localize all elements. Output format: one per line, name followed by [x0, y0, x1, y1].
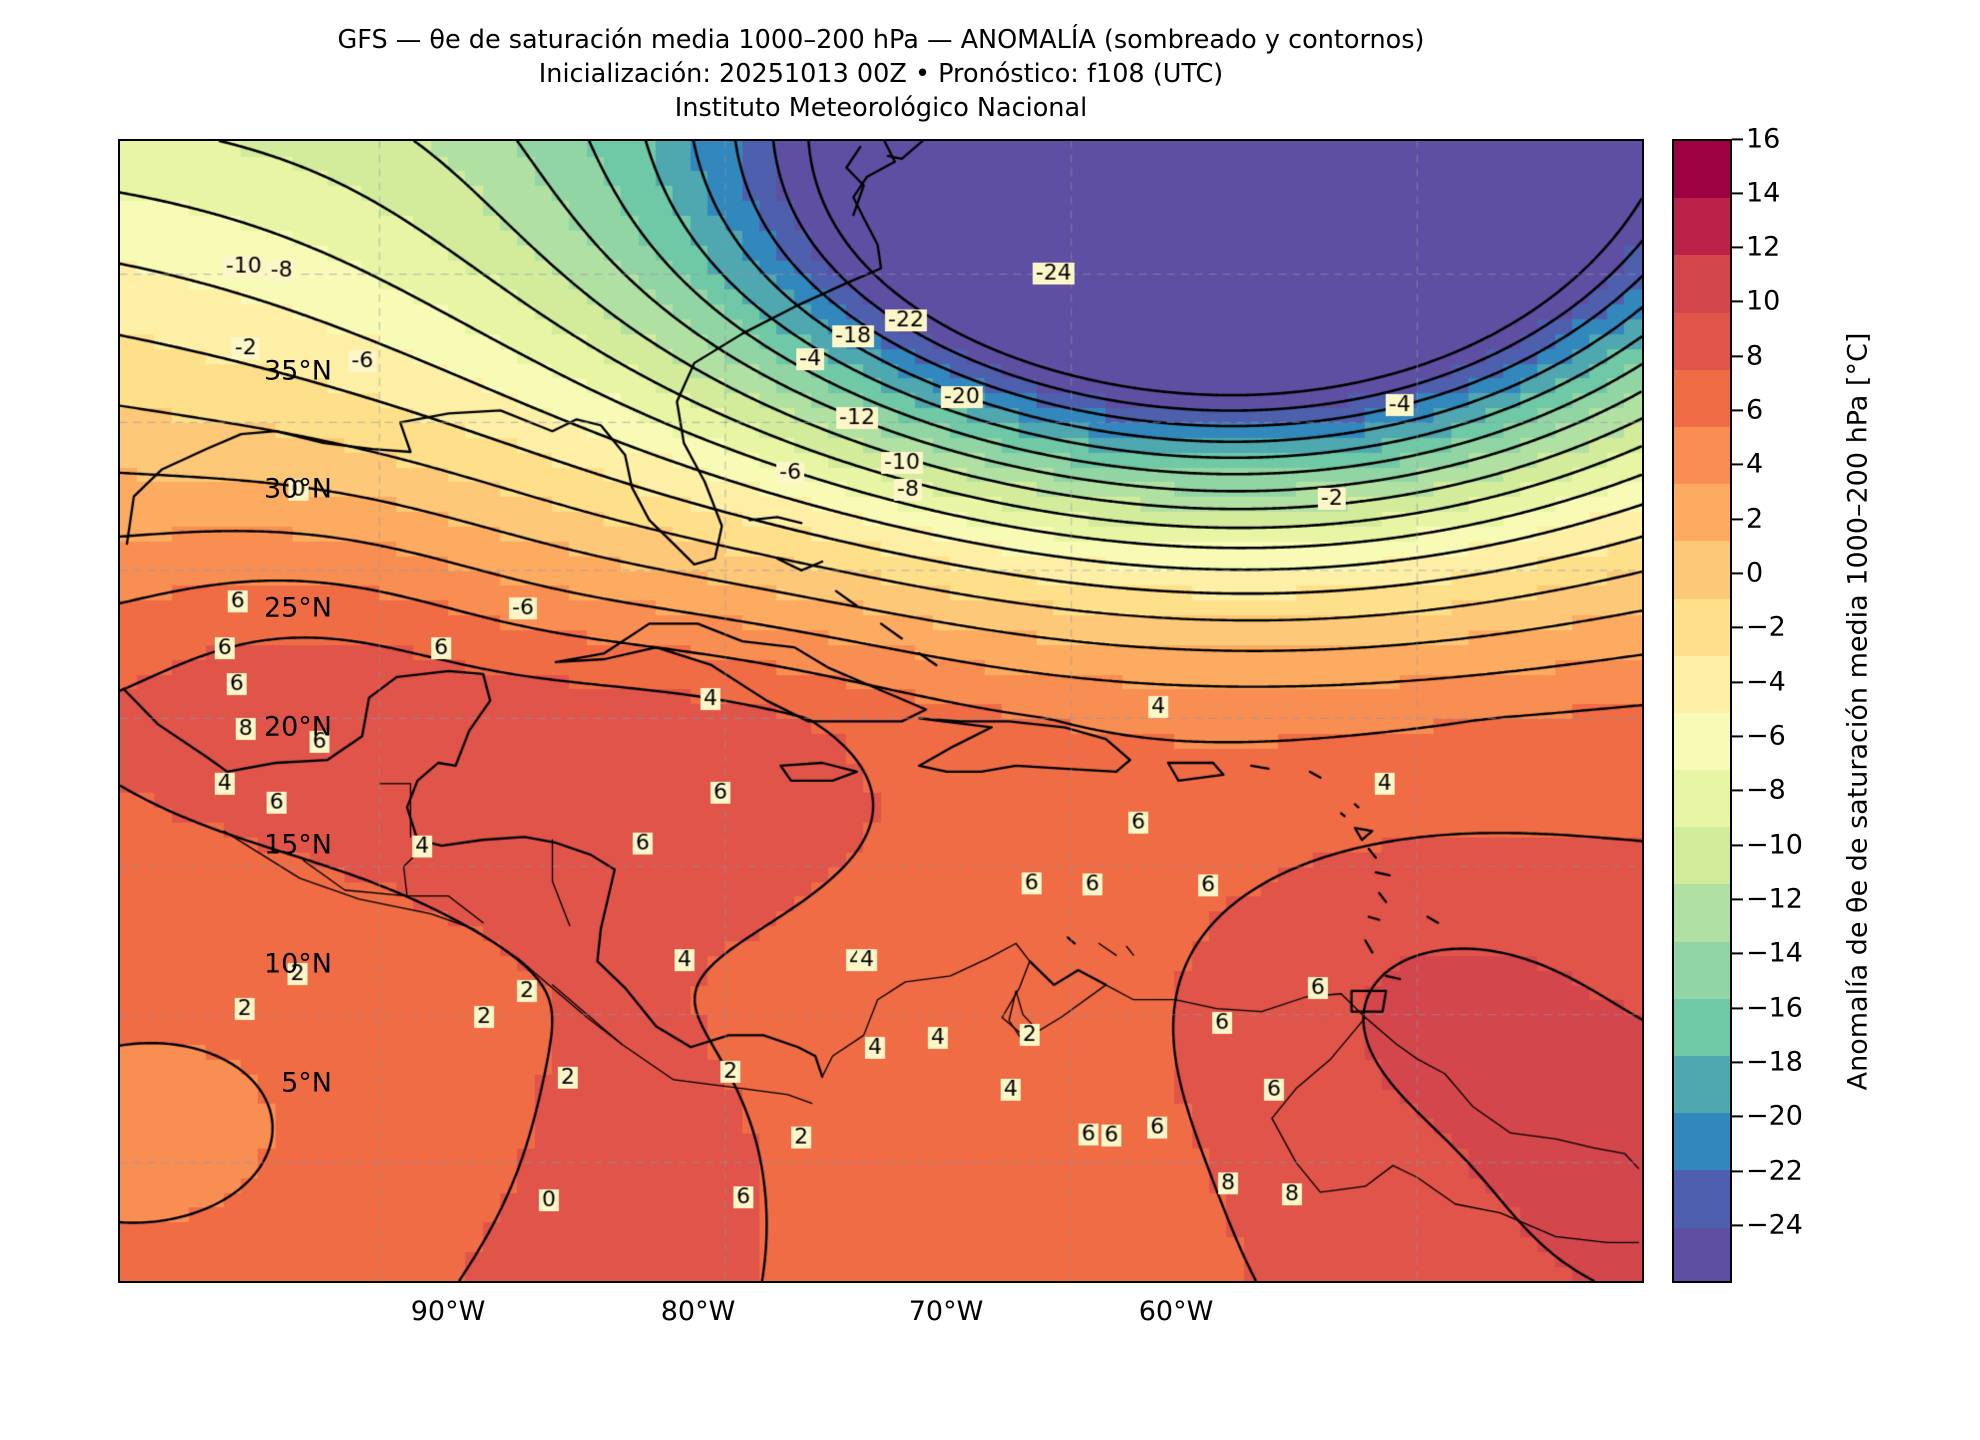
- longitude-tick-label: 90°W: [410, 1296, 486, 1327]
- latitude-tick-label: 15°N: [263, 829, 332, 861]
- latitude-tick-label: 30°N: [263, 473, 332, 505]
- longitude-tick-label: 60°W: [1138, 1296, 1214, 1327]
- map-plot-area: [118, 139, 1644, 1283]
- colorbar-tick-label: 8: [1732, 341, 1763, 372]
- anomaly-heatmap-canvas: [120, 141, 1642, 1281]
- longitude-tick-label: 80°W: [660, 1296, 736, 1327]
- longitude-tick-label: 70°W: [908, 1296, 984, 1327]
- colorbar-swatch: [1674, 1170, 1730, 1228]
- colorbar-swatch: [1674, 141, 1730, 199]
- colorbar-swatch: [1674, 941, 1730, 999]
- latitude-tick-label: 35°N: [263, 355, 332, 387]
- colorbar-axis-label: Anomalía de θe de saturación media 1000–…: [1838, 139, 1878, 1283]
- colorbar-tick-label: 12: [1732, 232, 1780, 263]
- colorbar-tick-label: −6: [1732, 721, 1786, 752]
- colorbar-tick-label: −20: [1732, 1101, 1803, 1132]
- colorbar-swatch: [1674, 827, 1730, 885]
- colorbar-tick-label: 4: [1732, 449, 1763, 480]
- colorbar-tick-label: −14: [1732, 938, 1803, 969]
- colorbar-swatch: [1674, 198, 1730, 256]
- colorbar-tick-label: 2: [1732, 504, 1763, 535]
- colorbar-tick-label: −8: [1732, 775, 1786, 806]
- figure-title-block: GFS — θe de saturación media 1000–200 hP…: [118, 24, 1644, 126]
- colorbar-tick-label: 16: [1732, 124, 1780, 155]
- colorbar-swatch: [1674, 998, 1730, 1056]
- colorbar: [1672, 139, 1732, 1283]
- colorbar-tick-label: −4: [1732, 667, 1786, 698]
- colorbar-swatch: [1674, 484, 1730, 542]
- colorbar-swatch: [1674, 1113, 1730, 1171]
- latitude-tick-label: 20°N: [263, 711, 332, 743]
- colorbar-swatch: [1674, 655, 1730, 713]
- colorbar-tick-label: −24: [1732, 1210, 1803, 1241]
- colorbar-swatch: [1674, 770, 1730, 828]
- colorbar-swatch: [1674, 1227, 1730, 1281]
- colorbar-tick-label: −16: [1732, 993, 1803, 1024]
- colorbar-swatch: [1674, 541, 1730, 599]
- colorbar-tick-label: 14: [1732, 178, 1780, 209]
- figure-title-line-1: GFS — θe de saturación media 1000–200 hP…: [337, 25, 1425, 55]
- colorbar-tick-label: −10: [1732, 830, 1803, 861]
- colorbar-swatch: [1674, 1056, 1730, 1114]
- colorbar-tick-label: −18: [1732, 1047, 1803, 1078]
- colorbar-swatch: [1674, 426, 1730, 485]
- colorbar-swatch: [1674, 884, 1730, 942]
- latitude-tick-label: 10°N: [263, 948, 332, 980]
- latitude-tick-label: 25°N: [263, 592, 332, 624]
- colorbar-tick-label: 6: [1732, 395, 1763, 426]
- figure-title-line-2: Inicialización: 20251013 00Z • Pronóstic…: [538, 58, 1224, 89]
- colorbar-swatch: [1674, 598, 1730, 656]
- figure-title-line-3: Instituto Meteorológico Nacional: [674, 92, 1088, 123]
- colorbar-tick-label: 10: [1732, 286, 1780, 317]
- colorbar-tick-label: −22: [1732, 1156, 1803, 1187]
- colorbar-label-text: Anomalía de θe de saturación media 1000–…: [1842, 332, 1874, 1090]
- colorbar-swatch: [1674, 312, 1730, 370]
- latitude-tick-label: 5°N: [281, 1067, 332, 1099]
- colorbar-swatch: [1674, 255, 1730, 313]
- colorbar-swatch: [1674, 712, 1730, 771]
- colorbar-tick-label: 0: [1732, 558, 1763, 589]
- colorbar-swatch: [1674, 369, 1730, 427]
- colorbar-tick-label: −2: [1732, 612, 1786, 643]
- colorbar-tick-label: −12: [1732, 884, 1803, 915]
